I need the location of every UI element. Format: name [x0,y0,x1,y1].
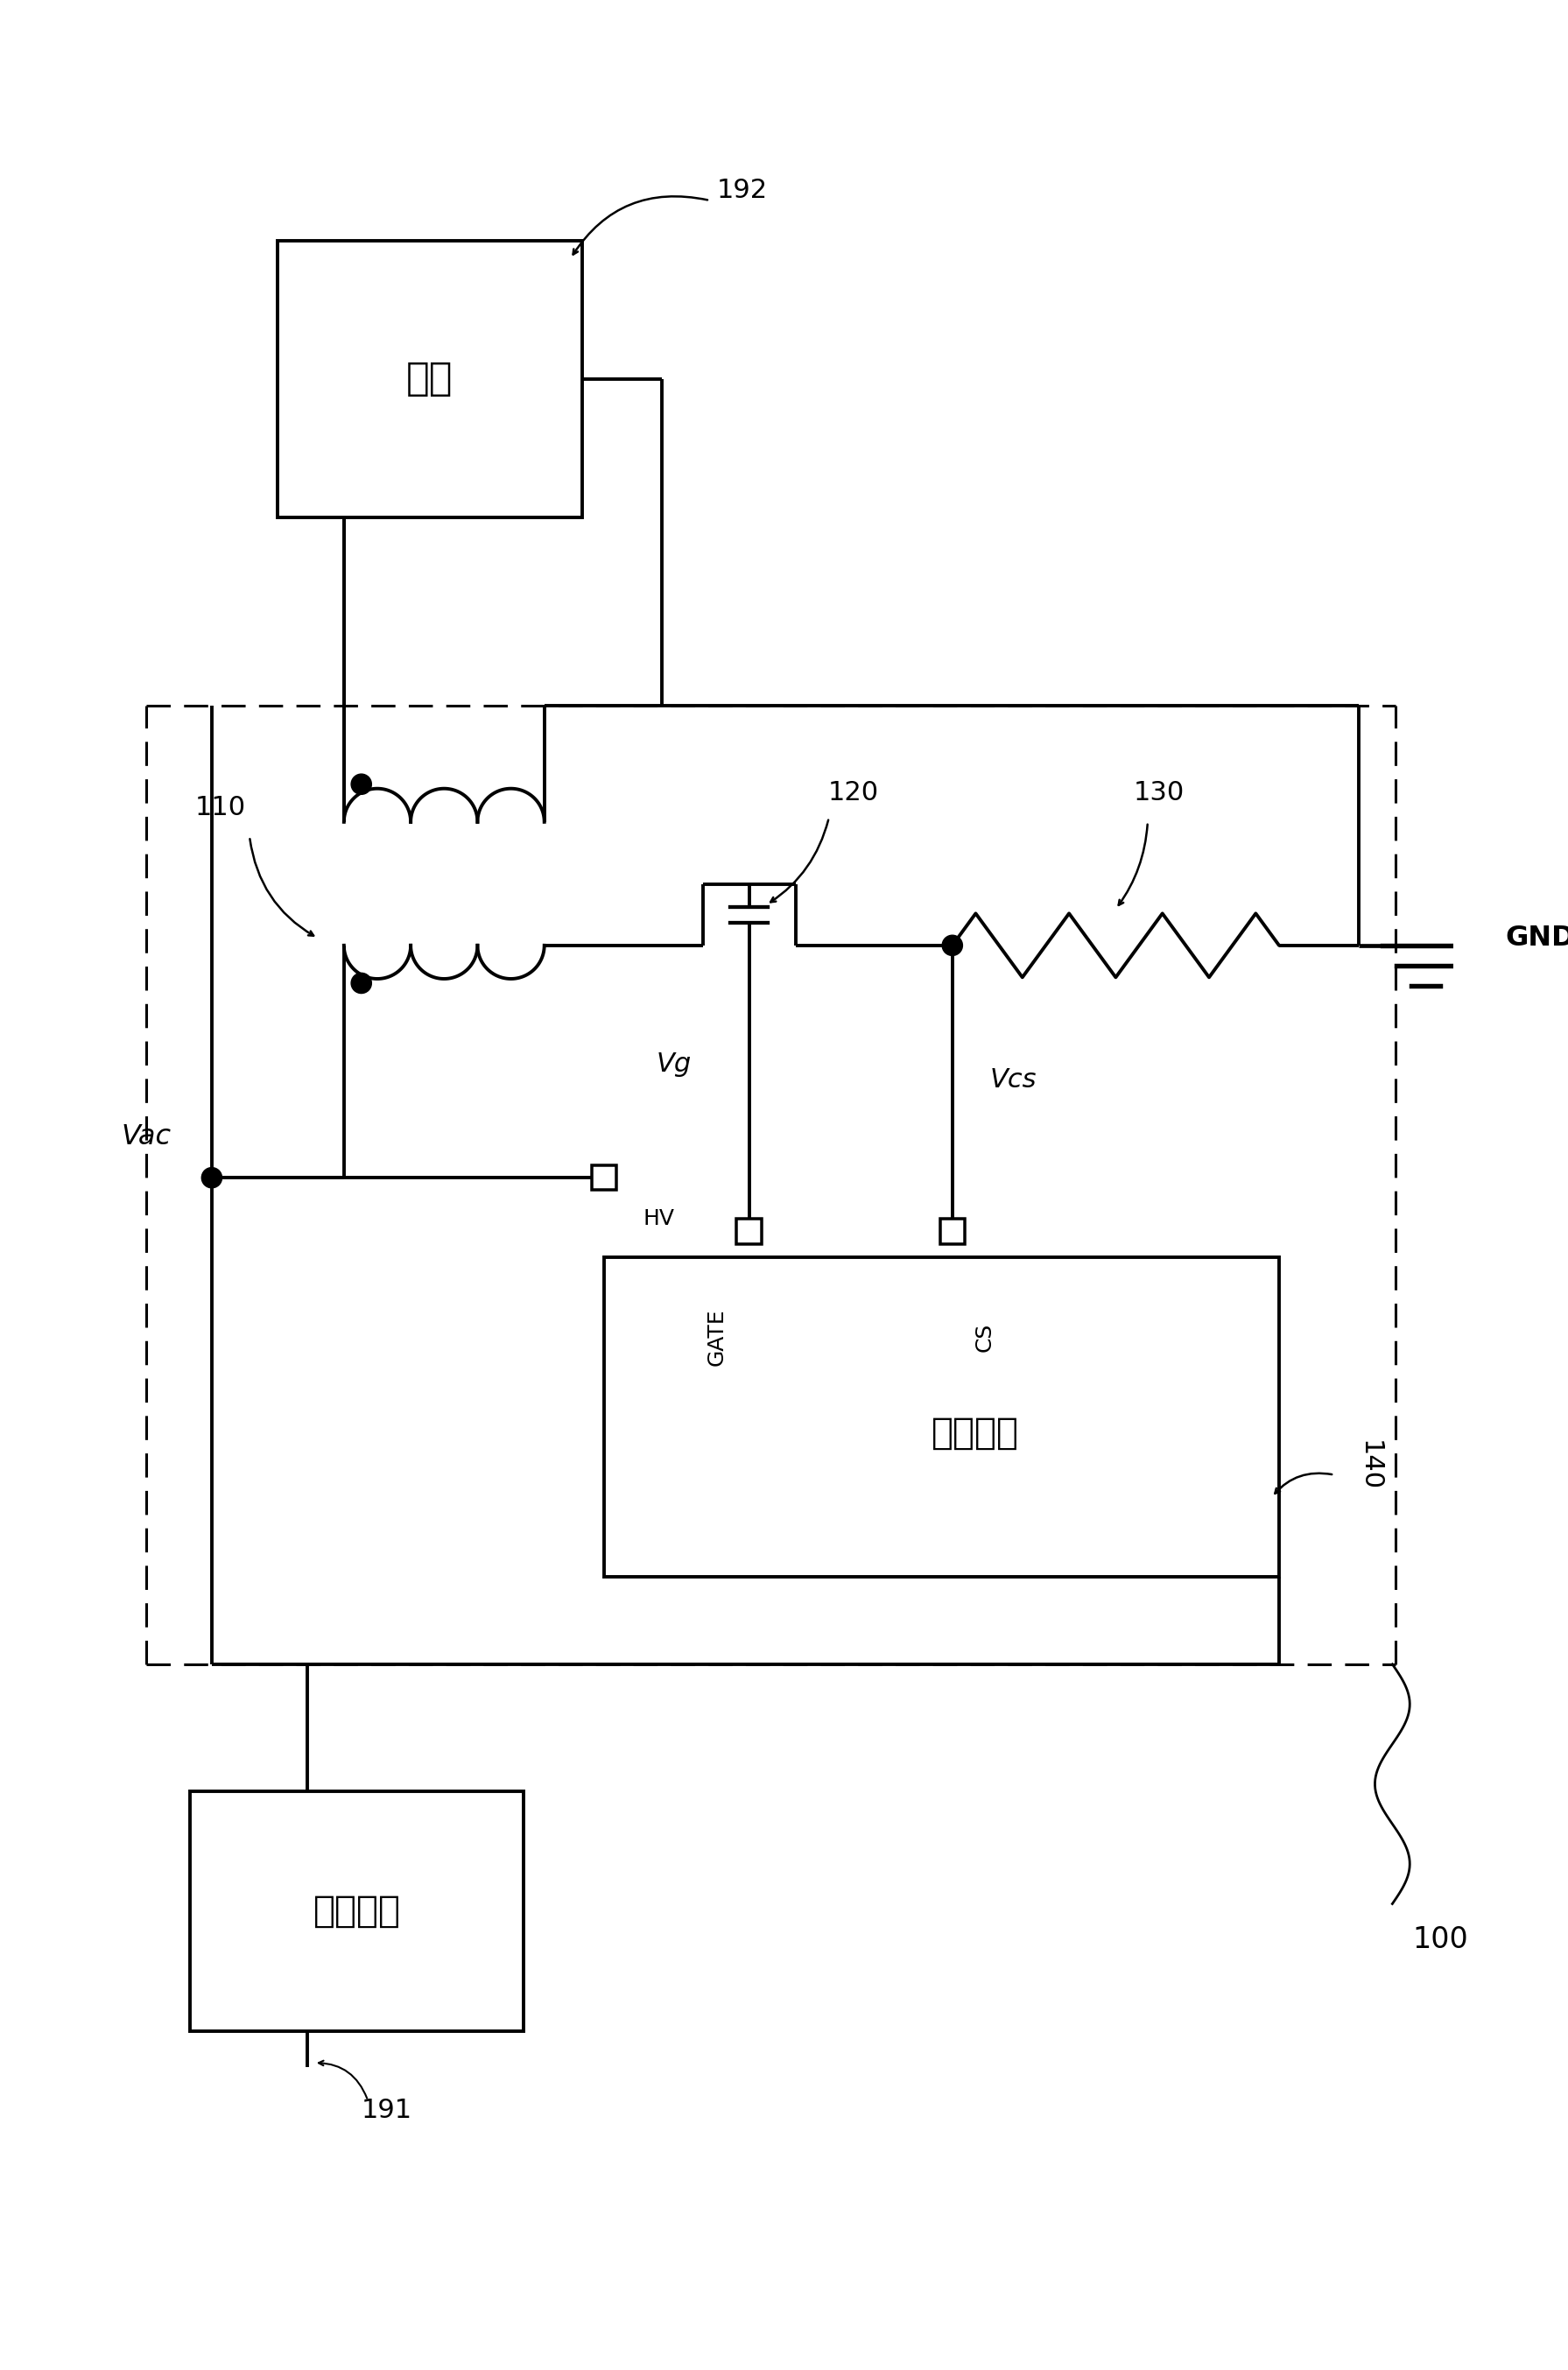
Text: 110: 110 [194,794,246,820]
Text: 控制电路: 控制电路 [931,1415,1019,1453]
Text: 负载: 负载 [406,360,453,398]
Bar [737,1218,762,1244]
Text: 191: 191 [361,2097,412,2124]
Text: 交流电源: 交流电源 [314,1894,401,1929]
Text: 100: 100 [1413,1927,1469,1955]
Circle shape [202,1168,223,1187]
Text: 140: 140 [1356,1441,1381,1491]
Text: 120: 120 [828,780,880,806]
Text: HV: HV [643,1209,674,1230]
Bar [591,1166,616,1190]
Circle shape [942,936,963,955]
Bar [604,1258,1279,1576]
Bar [190,1792,524,2031]
Circle shape [351,974,372,993]
Text: GATE: GATE [707,1308,728,1365]
Text: 192: 192 [717,178,767,204]
Text: Vg: Vg [655,1052,691,1078]
Circle shape [351,775,372,794]
Text: 130: 130 [1134,780,1185,806]
Bar [939,1218,964,1244]
Text: Vcs: Vcs [989,1066,1036,1093]
Text: GND: GND [1505,924,1568,953]
Bar [278,242,582,517]
Text: Vac: Vac [121,1123,171,1152]
Text: CS: CS [974,1322,994,1351]
